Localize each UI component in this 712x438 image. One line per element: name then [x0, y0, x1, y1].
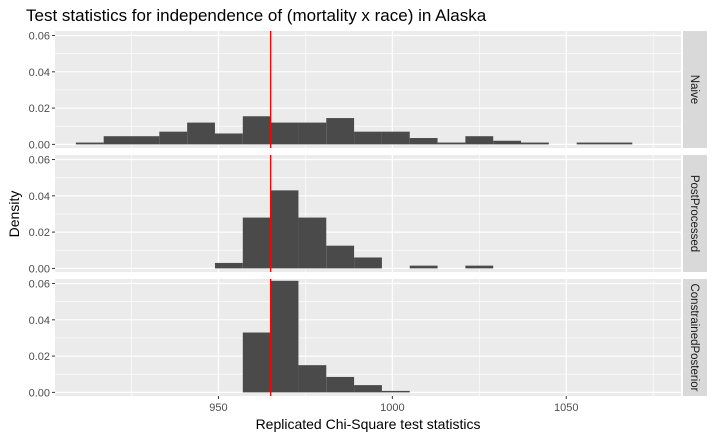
- x-tick-label: 1000: [380, 402, 404, 414]
- y-tick-label: 0.04: [29, 191, 50, 203]
- histogram-bar: [381, 131, 410, 145]
- panel-background: [55, 31, 681, 148]
- histogram-bar: [354, 257, 382, 269]
- histogram-bar: [159, 131, 188, 145]
- histogram-bar: [270, 280, 299, 393]
- facet-strip-label: PostProcessed: [688, 175, 700, 252]
- y-axis-title: Density: [6, 191, 22, 238]
- histogram-bar: [298, 365, 327, 393]
- y-tick-label: 0.00: [29, 139, 50, 151]
- histogram-bar: [103, 136, 132, 145]
- histogram-bar: [214, 133, 243, 145]
- histogram-bar: [326, 118, 355, 145]
- histogram-bar: [604, 142, 633, 145]
- histogram-bar: [187, 122, 215, 145]
- histogram-bar: [270, 190, 299, 269]
- histogram-bar: [298, 122, 327, 145]
- histogram-bar: [214, 262, 243, 269]
- histogram-bar: [131, 136, 160, 145]
- histogram-bar: [409, 265, 438, 269]
- histogram-bar: [521, 142, 549, 145]
- histogram-bar: [270, 122, 299, 145]
- y-tick-label: 0.02: [29, 351, 50, 363]
- y-tick-label: 0.04: [29, 315, 50, 327]
- y-tick-label: 0.02: [29, 227, 50, 239]
- histogram-bar: [75, 142, 104, 145]
- histogram-bar: [409, 138, 438, 145]
- histogram-bar: [381, 390, 410, 393]
- panel-background: [55, 155, 681, 272]
- histogram-bar: [242, 217, 271, 269]
- panel-background: [55, 279, 681, 396]
- y-tick-label: 0.00: [29, 387, 50, 399]
- facet-panels: 0.00 0.02 0.04 0.06 Naive 0.00 0.02 0.04 0.06 Pos…: [29, 31, 707, 399]
- facet-strip: [683, 31, 707, 148]
- y-tick-label: 0.02: [29, 103, 50, 115]
- facet-panel-naive: 0.00 0.02 0.04 0.06 Naive: [29, 31, 707, 151]
- x-tick-label: 1050: [554, 402, 578, 414]
- facet-strip: [683, 155, 707, 272]
- histogram-bar: [576, 142, 605, 145]
- histogram-bar: [298, 217, 327, 269]
- histogram-bar: [326, 245, 355, 269]
- y-tick-label: 0.00: [29, 263, 50, 275]
- facet-strip-label: ConstrainedPosterior: [688, 283, 700, 391]
- facet-strip-label: Naive: [688, 75, 700, 104]
- chart-title: Test statistics for independence of (mor…: [26, 6, 487, 25]
- histogram-bar: [354, 385, 382, 393]
- y-tick-label: 0.04: [29, 67, 50, 79]
- histogram-bar: [326, 376, 355, 393]
- histogram-bar: [493, 140, 522, 145]
- x-axis: 950 1000 1050: [209, 396, 578, 414]
- histogram-bar: [242, 116, 271, 145]
- x-axis-title: Replicated Chi-Square test statistics: [256, 416, 481, 432]
- facet-strip: [683, 279, 707, 396]
- histogram-bar: [242, 332, 271, 393]
- histogram-bar: [437, 142, 466, 145]
- histogram-bar: [354, 131, 382, 145]
- x-tick-label: 950: [209, 402, 227, 414]
- histogram-bar: [465, 136, 494, 145]
- histogram-bar: [465, 265, 494, 269]
- y-tick-label: 0.06: [29, 31, 50, 43]
- facet-panel-constrainedposterior: 0.00 0.02 0.04 0.06 ConstrainedPosterior: [29, 279, 707, 399]
- y-tick-label: 0.06: [29, 279, 50, 291]
- facet-panel-postprocessed: 0.00 0.02 0.04 0.06 PostProcessed: [29, 155, 707, 275]
- y-tick-label: 0.06: [29, 155, 50, 167]
